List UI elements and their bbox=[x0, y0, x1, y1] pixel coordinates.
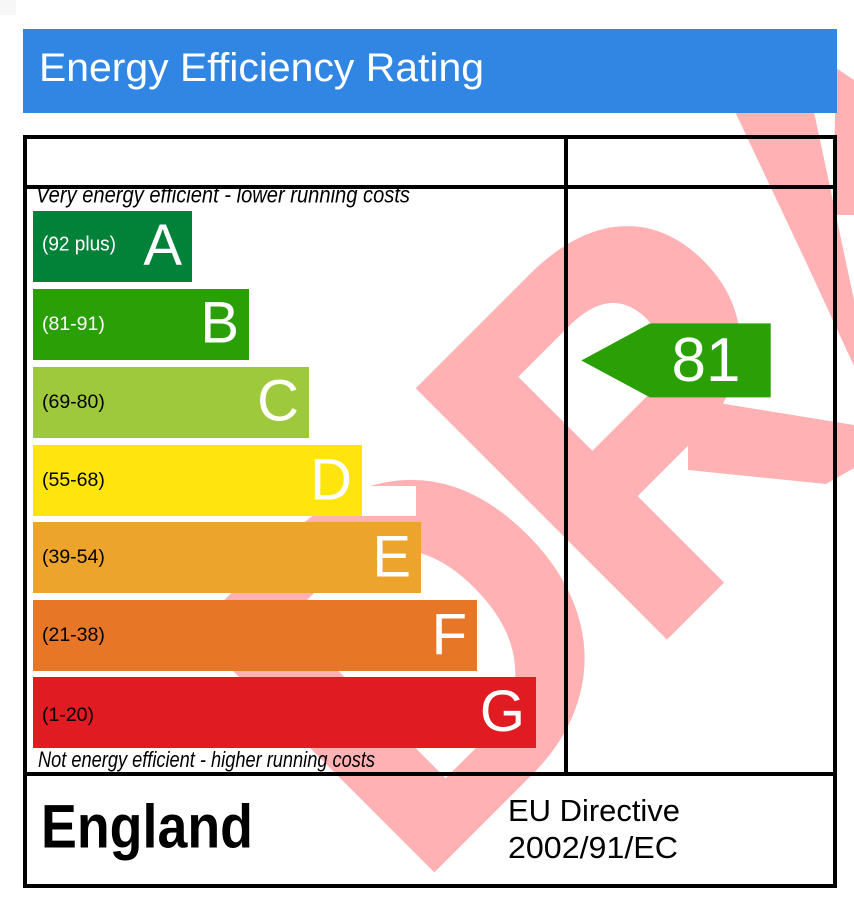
svg-text:(1-20): (1-20) bbox=[42, 704, 94, 726]
svg-text:B: B bbox=[200, 291, 239, 356]
svg-text:E: E bbox=[372, 525, 411, 590]
svg-text:G: G bbox=[480, 679, 525, 744]
svg-text:(55-68): (55-68) bbox=[42, 469, 105, 491]
svg-text:C: C bbox=[257, 369, 299, 434]
svg-text:(39-54): (39-54) bbox=[42, 546, 105, 568]
svg-text:Very energy efficient - lower: Very energy efficient - lower running co… bbox=[36, 182, 410, 208]
svg-text:F: F bbox=[432, 603, 467, 668]
svg-text:(81-91): (81-91) bbox=[42, 313, 105, 335]
svg-text:81: 81 bbox=[672, 326, 741, 395]
svg-text:(92 plus): (92 plus) bbox=[42, 234, 116, 256]
svg-text:EU Directive: EU Directive bbox=[508, 793, 680, 828]
svg-text:Not energy efficient - higher: Not energy efficient - higher running co… bbox=[38, 747, 375, 772]
svg-text:D: D bbox=[310, 448, 352, 513]
svg-text:(69-80): (69-80) bbox=[42, 391, 105, 413]
svg-text:Energy Efficiency Rating: Energy Efficiency Rating bbox=[39, 46, 484, 90]
svg-text:England: England bbox=[41, 793, 253, 861]
svg-text:A: A bbox=[143, 213, 182, 278]
svg-text:2002/91/EC: 2002/91/EC bbox=[508, 830, 678, 865]
svg-text:(21-38): (21-38) bbox=[42, 624, 105, 646]
